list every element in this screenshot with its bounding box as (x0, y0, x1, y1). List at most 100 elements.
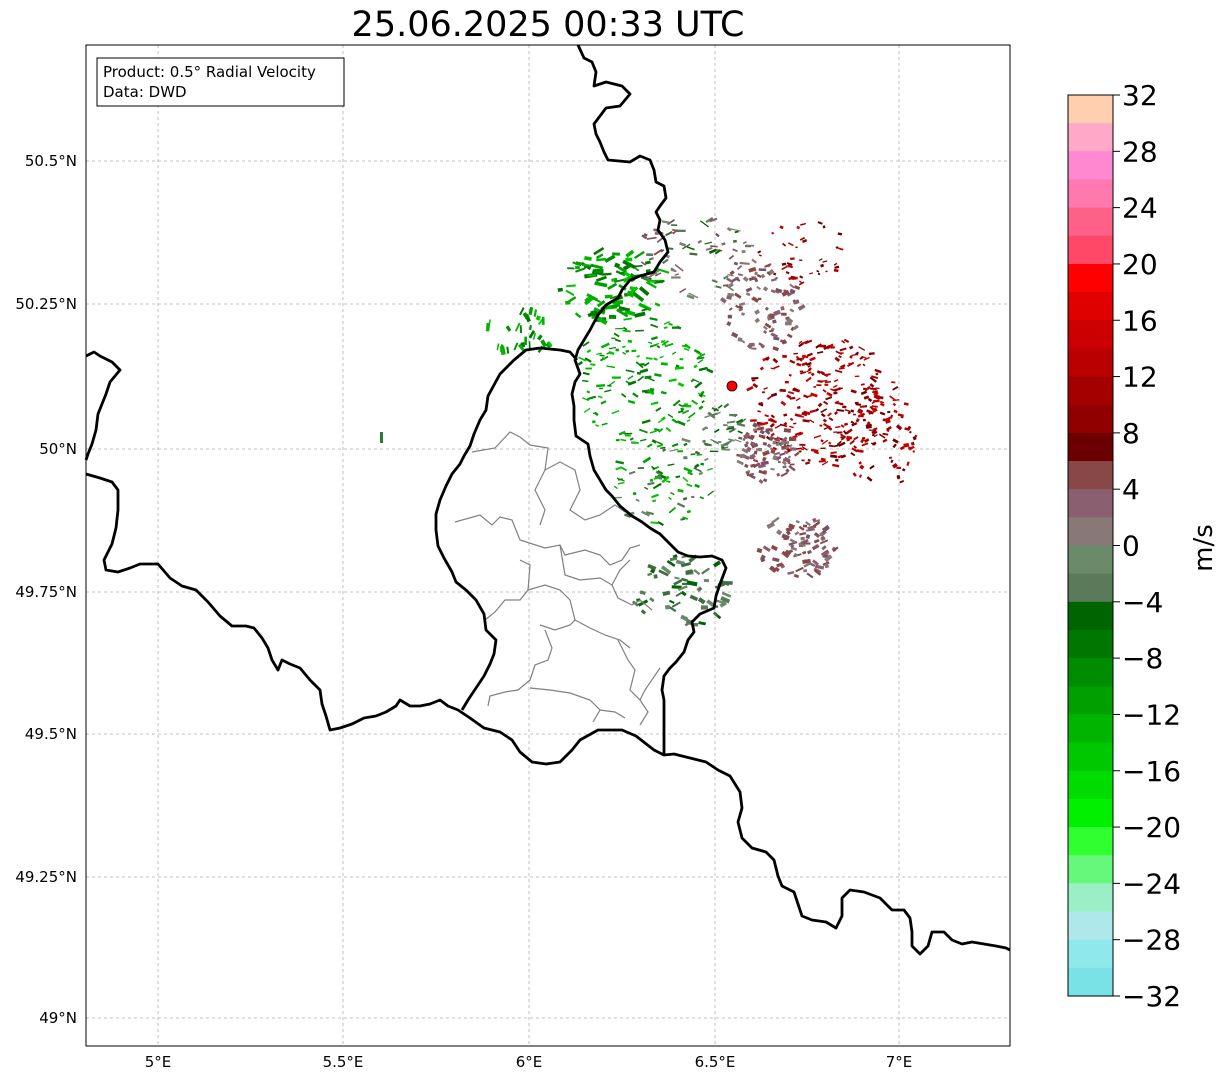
radar-echo-pixel (700, 390, 705, 395)
radar-echo-pixel (866, 421, 871, 426)
radar-echo-pixel (824, 563, 830, 569)
radar-echo-pixel (651, 493, 659, 499)
radar-echo-pixel (800, 536, 805, 541)
radar-echo-pixel (838, 441, 846, 447)
radar-echo-pixel (790, 463, 795, 466)
radar-echo-pixel (532, 332, 537, 340)
radar-echo-pixel (754, 309, 760, 315)
radar-echo-pixel (828, 417, 834, 422)
radar-echo-pixel (833, 391, 838, 395)
radar-echo-pixel (578, 356, 587, 362)
radar-echo-pixel (713, 612, 719, 617)
radar-echo-pixel (733, 261, 739, 266)
radar-echo-pixel (751, 377, 759, 380)
radar-echo-pixel (722, 424, 728, 427)
radar-echo-pixel (871, 429, 878, 436)
radar-echo-pixel (826, 391, 833, 397)
colorbar-tick-label: −4 (1122, 586, 1163, 619)
radar-echo-pixel (814, 564, 825, 570)
radar-echo-pixel (638, 428, 648, 434)
radar-echo-pixel (644, 375, 652, 379)
radar-echo-pixel (871, 405, 878, 408)
radar-echo-pixel (882, 438, 888, 443)
radar-echo-pixel (750, 455, 755, 460)
radar-echo-pixel (606, 365, 616, 369)
radar-echo-pixel (709, 217, 718, 223)
radar-echo-pixel (617, 481, 625, 485)
radar-echo-pixel (806, 549, 812, 555)
radar-echo-pixel (784, 380, 789, 384)
radar-echo-pixel (688, 412, 696, 419)
radar-echo-pixel (785, 444, 793, 450)
radar-echo-pixel (879, 402, 885, 407)
radar-echo-pixel (505, 325, 512, 332)
radar-echo-pixel (675, 475, 681, 479)
radar-echo-pixel (856, 363, 862, 368)
radar-echo-pixel (647, 279, 656, 283)
radar-echo-pixel (681, 437, 691, 443)
radar-echo-pixel (781, 312, 787, 316)
radar-echo-pixel (825, 396, 833, 401)
radar-echo-pixel (677, 488, 684, 493)
radar-echo-pixel (641, 234, 648, 240)
radar-echo-pixel (839, 347, 847, 352)
radar-echo-pixel (715, 285, 722, 289)
radar-echo-pixel (860, 383, 865, 386)
radar-echo-pixel (707, 467, 714, 471)
radar-echo-pixel (700, 605, 708, 610)
radar-echo-pixel (783, 456, 790, 462)
radar-echo-pixel (785, 316, 790, 320)
radar-echo-pixel (764, 306, 769, 311)
radar-echo-pixel (679, 357, 684, 361)
radar-echo-pixel (647, 572, 653, 577)
radar-echo-pixel (638, 302, 652, 312)
radar-echo-pixel (820, 447, 826, 449)
radar-echo-pixel (892, 443, 897, 449)
colorbar-segment (1068, 798, 1113, 828)
radar-echo-pixel (615, 348, 619, 352)
radar-echo-pixel (819, 424, 823, 427)
radar-echo-pixel (899, 480, 905, 484)
radar-echo-pixel (656, 444, 664, 448)
radar-echo-pixel (528, 341, 531, 350)
radar-echo-pixel (860, 390, 868, 396)
radar-echo-pixel (863, 356, 870, 361)
radar-echo-pixel (638, 286, 650, 297)
radar-echo-pixel (582, 263, 590, 267)
radar-echo-pixel (586, 390, 591, 394)
radar-echo-pixel (833, 444, 839, 448)
radar-echo-pixel (727, 292, 735, 297)
lat-tick-label: 50.5°N (25, 152, 77, 170)
radar-echo-pixel (834, 369, 843, 374)
radar-echo-pixel (701, 400, 705, 404)
radar-echo-pixel (676, 420, 686, 426)
radar-echo-pixel (730, 228, 741, 232)
radar-echo-pixel (696, 356, 705, 360)
radar-echo-pixel (836, 408, 845, 412)
radar-echo-pixel (670, 492, 675, 496)
radar-echo-pixel (760, 554, 766, 560)
radar-echo-pixel (770, 414, 775, 419)
radar-echo-pixel (686, 580, 698, 587)
radar-echo-pixel (666, 560, 676, 567)
radar-echo-pixel (680, 407, 685, 411)
radar-echo-pixel (903, 442, 910, 448)
radar-echo-pixel (687, 471, 694, 476)
radar-echo-pixel (674, 366, 684, 370)
radar-echo-pixel (790, 447, 797, 451)
lon-tick-label: 7°E (886, 1053, 913, 1071)
radar-echo-pixel (801, 340, 809, 345)
radar-echo-pixel (816, 384, 822, 387)
radar-echo-pixel (762, 442, 768, 446)
radar-echo-pixel (861, 355, 867, 359)
colorbar-segment (1068, 461, 1113, 490)
radar-echo-pixel (824, 383, 829, 386)
radar-echo-pixel (499, 345, 506, 356)
radar-echo-pixel (822, 418, 827, 423)
radar-echo-pixel (622, 351, 627, 355)
radar-echo-pixel (611, 410, 620, 415)
radar-echo-pixel (651, 439, 657, 444)
radar-echo-pixel (632, 264, 643, 268)
radar-echo-pixel (771, 231, 775, 235)
colorbar-segment (1068, 348, 1113, 378)
